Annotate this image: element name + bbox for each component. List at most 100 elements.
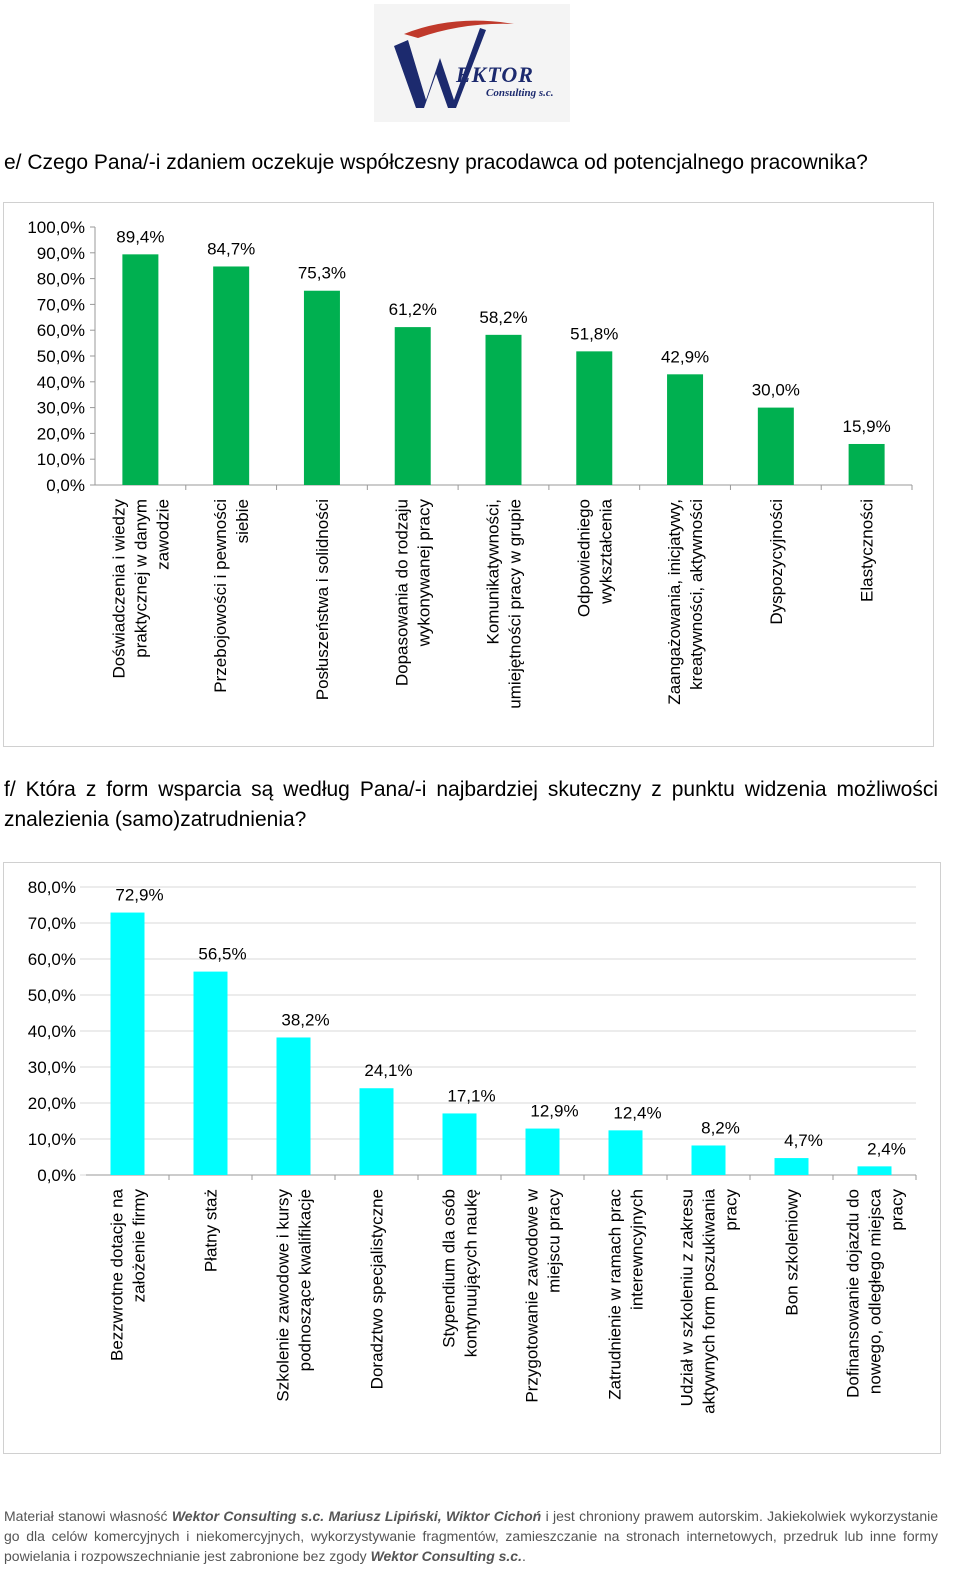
wektor-w-mark-icon bbox=[394, 20, 514, 108]
c2-category-label-line: założenie firmy bbox=[130, 1189, 149, 1303]
c1-data-label: 42,9% bbox=[661, 347, 709, 366]
c2-bar bbox=[608, 1130, 643, 1175]
c2-category-label: Stypendium dla osób kontynuujących naukę bbox=[440, 1189, 481, 1357]
c2-category-label-line: pracy bbox=[888, 1189, 907, 1231]
c2-category-label: Zatrudnienie w ramach prac interewncyjnyc… bbox=[606, 1189, 647, 1400]
c2-data-label: 56,5% bbox=[198, 945, 246, 964]
c1-y-tick-label: 10,0% bbox=[37, 450, 85, 469]
c1-bar bbox=[303, 290, 340, 485]
c2-data-label: 2,4% bbox=[867, 1139, 906, 1158]
c1-category-label-line: Zaangażowania, inicjatywy, bbox=[665, 499, 684, 705]
c1-bar bbox=[576, 351, 613, 485]
c1-category-label: Przebojowości i pewności siebie bbox=[211, 499, 252, 693]
c1-y-tick-label: 50,0% bbox=[37, 347, 85, 366]
copyright-footer: Materiał stanowi własność Wektor Consult… bbox=[4, 1506, 938, 1566]
c2-category-label-line: Przygotowanie zawodowe w bbox=[523, 1188, 542, 1402]
c2-bar bbox=[525, 1128, 560, 1175]
c1-category-label-line: Dyspozycyjności bbox=[767, 499, 786, 625]
c1-data-label: 89,4% bbox=[116, 227, 164, 246]
wektor-logo: EKTOR Consulting s.c. bbox=[374, 4, 570, 122]
c1-data-label: 15,9% bbox=[843, 417, 891, 436]
c2-category-label-line: nowego, odległego miejsca bbox=[866, 1188, 885, 1394]
c2-category-label-line: Bezzwrotne dotacje na bbox=[108, 1188, 127, 1361]
c2-bar bbox=[110, 912, 145, 1175]
c1-data-label: 75,3% bbox=[298, 264, 346, 283]
c1-y-tick-label: 40,0% bbox=[37, 373, 85, 392]
c2-category-label-line: Doradztwo specjalistyczne bbox=[368, 1189, 387, 1389]
c2-bar bbox=[359, 1088, 394, 1175]
c2-data-label: 17,1% bbox=[447, 1086, 495, 1105]
c1-category-label-line: kreatywności, aktywności bbox=[687, 499, 706, 690]
c2-y-tick-label: 60,0% bbox=[28, 950, 76, 969]
c2-category-label: Płatny staż bbox=[202, 1189, 221, 1272]
c2-category-label: Dofinansowanie dojazdu do nowego, odległe… bbox=[844, 1188, 907, 1397]
c2-y-tick-label: 40,0% bbox=[28, 1022, 76, 1041]
c1-category-label: Dyspozycyjności bbox=[767, 499, 786, 625]
c1-bar bbox=[667, 374, 704, 485]
footer-company: Wektor Consulting s.c. bbox=[370, 1548, 522, 1564]
c2-category-label-line: Dofinansowanie dojazdu do bbox=[844, 1189, 863, 1398]
c2-y-tick-label: 10,0% bbox=[28, 1130, 76, 1149]
c1-data-label: 58,2% bbox=[479, 308, 527, 327]
c2-y-tick-label: 30,0% bbox=[28, 1058, 76, 1077]
c1-y-tick-label: 70,0% bbox=[37, 295, 85, 314]
c2-category-label: Bezzwrotne dotacje na założenie firmy bbox=[108, 1188, 149, 1361]
chart-support-forms: 0,0% 10,0% 20,0% 30,0% 40,0% 50,0% 60,0% 70,0% 8… bbox=[3, 862, 941, 1454]
c2-y-tick-label: 0,0% bbox=[37, 1166, 76, 1185]
c1-category-label: Elastyczności bbox=[858, 499, 877, 602]
c1-category-label-line: zawodzie bbox=[153, 499, 172, 570]
c2-y-tick-label: 70,0% bbox=[28, 914, 76, 933]
c2-category-label-line: Udział w szkoleniu z zakresu bbox=[678, 1189, 697, 1406]
c2-category-label: Udział w szkoleniu z zakresu aktywnych fo… bbox=[678, 1188, 741, 1413]
footer-dot: . bbox=[522, 1548, 526, 1564]
c2-bar bbox=[193, 971, 228, 1175]
c1-category-label-line: wykonywanej pracy bbox=[415, 499, 434, 648]
c2-bar bbox=[276, 1037, 311, 1175]
c2-data-label: 12,4% bbox=[613, 1103, 661, 1122]
chart-employer-expectations: 0,0% 10,0% 20,0% 30,0% 40,0% 50,0% 60,0% 70,0% 8… bbox=[3, 202, 934, 747]
c1-bar bbox=[757, 407, 794, 485]
c1-data-label: 61,2% bbox=[389, 300, 437, 319]
c1-bar bbox=[485, 334, 522, 485]
c2-data-label: 38,2% bbox=[281, 1010, 329, 1029]
c1-category-label-line: Doświadczenia i wiedzy bbox=[109, 499, 128, 679]
c2-category-label-line: aktywnych form poszukiwania bbox=[700, 1188, 719, 1413]
footer-text-1: Materiał stanowi własność bbox=[4, 1508, 172, 1524]
c1-category-label: Posłuszeństwa i solidności bbox=[313, 499, 332, 700]
c1-category-label-line: umiejętności pracy w grupie bbox=[506, 499, 525, 709]
c1-category-label-line: siebie bbox=[233, 499, 252, 543]
chart1-svg: 0,0% 10,0% 20,0% 30,0% 40,0% 50,0% 60,0% 70,0% 8… bbox=[27, 218, 913, 709]
c2-data-label: 72,9% bbox=[115, 886, 163, 905]
chart2-svg: 0,0% 10,0% 20,0% 30,0% 40,0% 50,0% 60,0% 70,0% 8… bbox=[28, 878, 917, 1414]
question-f: f/ Która z form wsparcia są według Pana/… bbox=[4, 778, 938, 831]
c2-data-label: 12,9% bbox=[530, 1102, 578, 1121]
footer-text-2: i jest chroniony prawem autorskim. Jakie… bbox=[4, 1508, 938, 1564]
footer-owner: Wektor Consulting s.c. Mariusz Lipiński,… bbox=[171, 1508, 542, 1524]
c1-category-label-line: Elastyczności bbox=[858, 499, 877, 602]
c2-y-tick-label: 20,0% bbox=[28, 1094, 76, 1113]
c1-category-label-line: Odpowiedniego bbox=[574, 499, 593, 617]
c1-data-label: 51,8% bbox=[570, 324, 618, 343]
c2-category-label-line: miejscu pracy bbox=[545, 1189, 564, 1293]
c2-category-label-line: pracy bbox=[722, 1189, 741, 1231]
logo-name: EKTOR bbox=[456, 62, 534, 87]
c1-bar bbox=[848, 443, 885, 485]
c2-bar bbox=[442, 1113, 477, 1175]
c1-bar bbox=[394, 327, 431, 485]
c2-category-label-line: podnoszące kwalifikacje bbox=[296, 1189, 315, 1371]
c2-category-label-line: Bon szkoleniowy bbox=[783, 1189, 802, 1316]
c1-y-tick-label: 0,0% bbox=[46, 476, 85, 495]
c2-data-label: 8,2% bbox=[701, 1118, 740, 1137]
c1-category-label: Doświadczenia i wiedzy praktycznej w dany… bbox=[109, 499, 172, 679]
c1-data-label: 30,0% bbox=[752, 381, 800, 400]
c2-y-tick-label: 50,0% bbox=[28, 986, 76, 1005]
c2-category-label: Szkolenie zawodowe i kursy podnoszące kwa… bbox=[274, 1189, 315, 1402]
c2-category-label-line: kontynuujących naukę bbox=[462, 1189, 481, 1357]
c1-y-tick-label: 60,0% bbox=[37, 321, 85, 340]
c2-category-label: Bon szkoleniowy bbox=[783, 1189, 802, 1316]
c1-category-label-line: wykształcenia bbox=[596, 498, 615, 604]
c1-category-label: Komunikatywności, umiejętności pracy w gr… bbox=[484, 499, 525, 709]
c2-category-label-line: Zatrudnienie w ramach prac bbox=[606, 1189, 625, 1400]
c2-bar bbox=[691, 1145, 726, 1175]
c1-category-label-line: Posłuszeństwa i solidności bbox=[313, 499, 332, 700]
